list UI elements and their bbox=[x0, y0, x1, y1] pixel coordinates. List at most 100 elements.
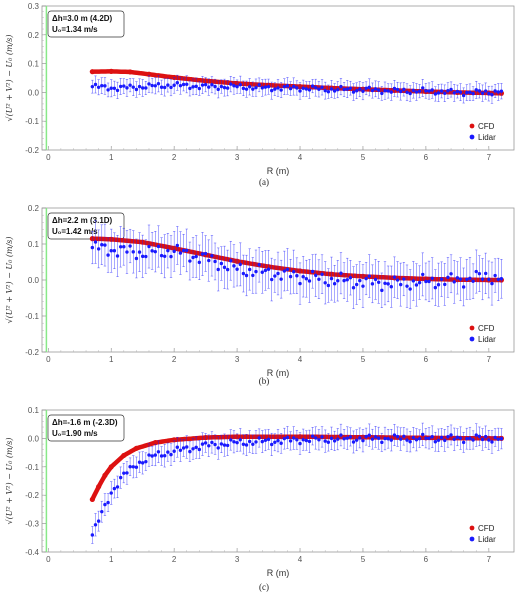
lidar-point bbox=[310, 269, 315, 274]
lidar-point bbox=[477, 434, 482, 439]
lidar-point bbox=[276, 271, 280, 276]
x-tick-label: 4 bbox=[298, 555, 303, 564]
lidar-point bbox=[468, 90, 472, 94]
lidar-point bbox=[471, 438, 475, 442]
x-tick-label: 6 bbox=[424, 153, 429, 162]
lidar-point bbox=[254, 269, 258, 274]
lidar-point bbox=[389, 284, 393, 289]
lidar-point bbox=[100, 83, 104, 88]
lidar-point bbox=[310, 84, 315, 88]
lidar-point bbox=[118, 245, 123, 249]
lidar-point bbox=[282, 84, 286, 89]
lidar-point bbox=[159, 454, 164, 458]
chart-panel-1: -0.2 -0.1 0.0 0.1 0.2 0.3 0 1 2 3 4 5 6 7 R (m) √(U² + … bbox=[5, 2, 515, 187]
x-tick-label: 4 bbox=[298, 153, 303, 162]
lidar-point bbox=[373, 435, 378, 439]
lidar-point bbox=[241, 442, 246, 446]
lidar-point bbox=[380, 91, 384, 96]
y-axis-label: √(U² + V²) − U₀ (m/s) bbox=[5, 438, 14, 525]
lidar-point bbox=[244, 443, 249, 447]
lidar-point bbox=[188, 449, 192, 454]
lidar-point bbox=[266, 437, 271, 442]
x-axis-label: R (m) bbox=[267, 166, 290, 176]
lidar-point bbox=[383, 88, 387, 93]
lidar-point bbox=[292, 84, 296, 89]
x-axis-label: R (m) bbox=[267, 368, 290, 378]
lidar-point bbox=[430, 88, 434, 92]
annotation-line: Δh=-1.6 m (-2.3D) bbox=[52, 418, 118, 427]
lidar-point bbox=[414, 283, 419, 287]
annotation-line: U₀=1.42 m/s bbox=[52, 227, 98, 236]
x-tick-label: 5 bbox=[361, 153, 366, 162]
lidar-point bbox=[449, 433, 453, 437]
lidar-point bbox=[332, 439, 337, 443]
x-tick-label: 2 bbox=[172, 555, 177, 564]
lidar-point bbox=[235, 440, 239, 445]
lidar-point bbox=[304, 87, 309, 91]
lidar-point bbox=[332, 89, 337, 93]
lidar-point bbox=[298, 89, 302, 93]
cfd-point bbox=[89, 496, 95, 503]
lidar-point bbox=[326, 90, 331, 94]
x-tick-label: 0 bbox=[46, 355, 51, 364]
lidar-point bbox=[455, 89, 460, 94]
lidar-point bbox=[354, 438, 359, 442]
lidar-point bbox=[128, 83, 132, 87]
lidar-point bbox=[348, 86, 353, 90]
lidar-point bbox=[203, 441, 208, 445]
lidar-point bbox=[270, 88, 274, 93]
lidar-point bbox=[392, 275, 397, 279]
x-tick-label: 6 bbox=[424, 555, 429, 564]
lidar-point bbox=[109, 86, 113, 90]
lidar-point bbox=[408, 91, 412, 96]
lidar-point bbox=[380, 440, 384, 445]
lidar-point bbox=[468, 436, 472, 440]
lidar-point bbox=[392, 86, 397, 91]
lidar-point bbox=[251, 87, 255, 91]
lidar-point bbox=[175, 243, 180, 248]
lidar-point bbox=[194, 445, 198, 450]
legend-label-cfd: CFD bbox=[478, 524, 495, 533]
y-tick-label: 0.0 bbox=[28, 88, 40, 97]
lidar-point bbox=[219, 84, 224, 89]
cfd-point bbox=[133, 445, 139, 451]
lidar-point bbox=[172, 449, 176, 453]
lidar-point bbox=[411, 435, 416, 440]
lidar-point bbox=[496, 90, 500, 94]
lidar-point bbox=[323, 88, 327, 93]
lidar-point bbox=[317, 277, 321, 281]
lidar-point bbox=[402, 277, 406, 281]
y-tick-label: -0.1 bbox=[25, 463, 39, 472]
lidar-point bbox=[153, 84, 157, 88]
lidar-point bbox=[345, 87, 349, 91]
lidar-point bbox=[339, 271, 343, 275]
lidar-point bbox=[288, 86, 293, 91]
lidar-point bbox=[358, 87, 362, 91]
lidar-point bbox=[156, 244, 161, 249]
lidar-point bbox=[461, 93, 466, 98]
x-tick-label: 2 bbox=[172, 355, 177, 364]
lidar-point bbox=[244, 87, 249, 91]
lidar-point bbox=[342, 278, 346, 283]
lidar-point bbox=[96, 519, 101, 523]
lidar-point bbox=[270, 277, 274, 282]
lidar-point bbox=[112, 486, 117, 491]
lidar-point bbox=[452, 437, 456, 441]
lidar-point bbox=[383, 436, 387, 441]
lidar-point bbox=[421, 432, 425, 437]
lidar-point bbox=[125, 250, 129, 254]
lidar-point bbox=[251, 273, 255, 278]
lidar-point bbox=[273, 440, 277, 444]
x-tick-label: 1 bbox=[109, 355, 114, 364]
lidar-point bbox=[326, 440, 331, 444]
lidar-point bbox=[411, 88, 416, 93]
lidar-point bbox=[90, 533, 95, 537]
lidar-point bbox=[433, 440, 438, 444]
lidar-point bbox=[156, 450, 161, 454]
lidar-point bbox=[185, 248, 189, 253]
lidar-point bbox=[395, 278, 400, 282]
y-tick-label: 0.1 bbox=[28, 406, 40, 415]
lidar-point bbox=[298, 281, 302, 286]
annotation-line: U₀=1.34 m/s bbox=[52, 25, 98, 34]
lidar-point bbox=[487, 438, 491, 442]
